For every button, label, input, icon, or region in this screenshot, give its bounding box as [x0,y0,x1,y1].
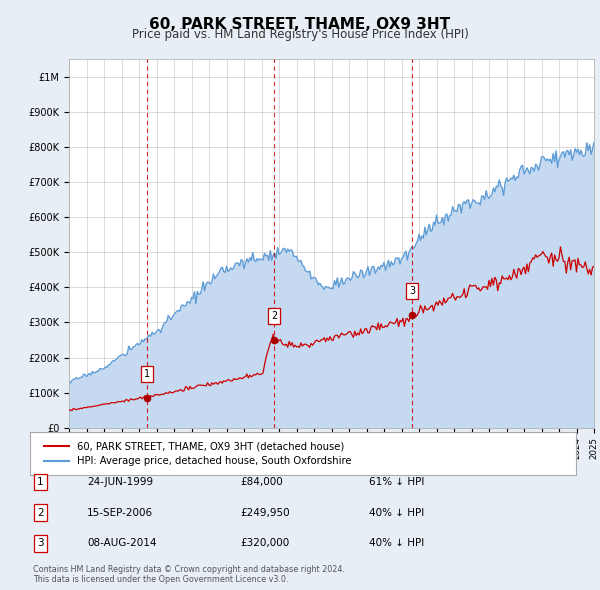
Text: £249,950: £249,950 [240,508,290,517]
Text: Price paid vs. HM Land Registry's House Price Index (HPI): Price paid vs. HM Land Registry's House … [131,28,469,41]
Text: 08-AUG-2014: 08-AUG-2014 [87,539,157,548]
Text: 2: 2 [271,311,277,320]
Text: 15-SEP-2006: 15-SEP-2006 [87,508,153,517]
Legend: 60, PARK STREET, THAME, OX9 3HT (detached house), HPI: Average price, detached h: 60, PARK STREET, THAME, OX9 3HT (detache… [40,437,356,470]
Text: 40% ↓ HPI: 40% ↓ HPI [369,508,424,517]
Text: 61% ↓ HPI: 61% ↓ HPI [369,477,424,487]
Text: 1: 1 [37,477,44,487]
Text: 3: 3 [409,286,415,296]
Text: 2: 2 [37,508,44,517]
Text: 60, PARK STREET, THAME, OX9 3HT: 60, PARK STREET, THAME, OX9 3HT [149,17,451,31]
Text: £84,000: £84,000 [240,477,283,487]
Text: Contains HM Land Registry data © Crown copyright and database right 2024.
This d: Contains HM Land Registry data © Crown c… [33,565,345,584]
Text: 3: 3 [37,539,44,548]
Text: 1: 1 [145,369,151,379]
Text: £320,000: £320,000 [240,539,289,548]
Text: 40% ↓ HPI: 40% ↓ HPI [369,539,424,548]
Text: 24-JUN-1999: 24-JUN-1999 [87,477,153,487]
